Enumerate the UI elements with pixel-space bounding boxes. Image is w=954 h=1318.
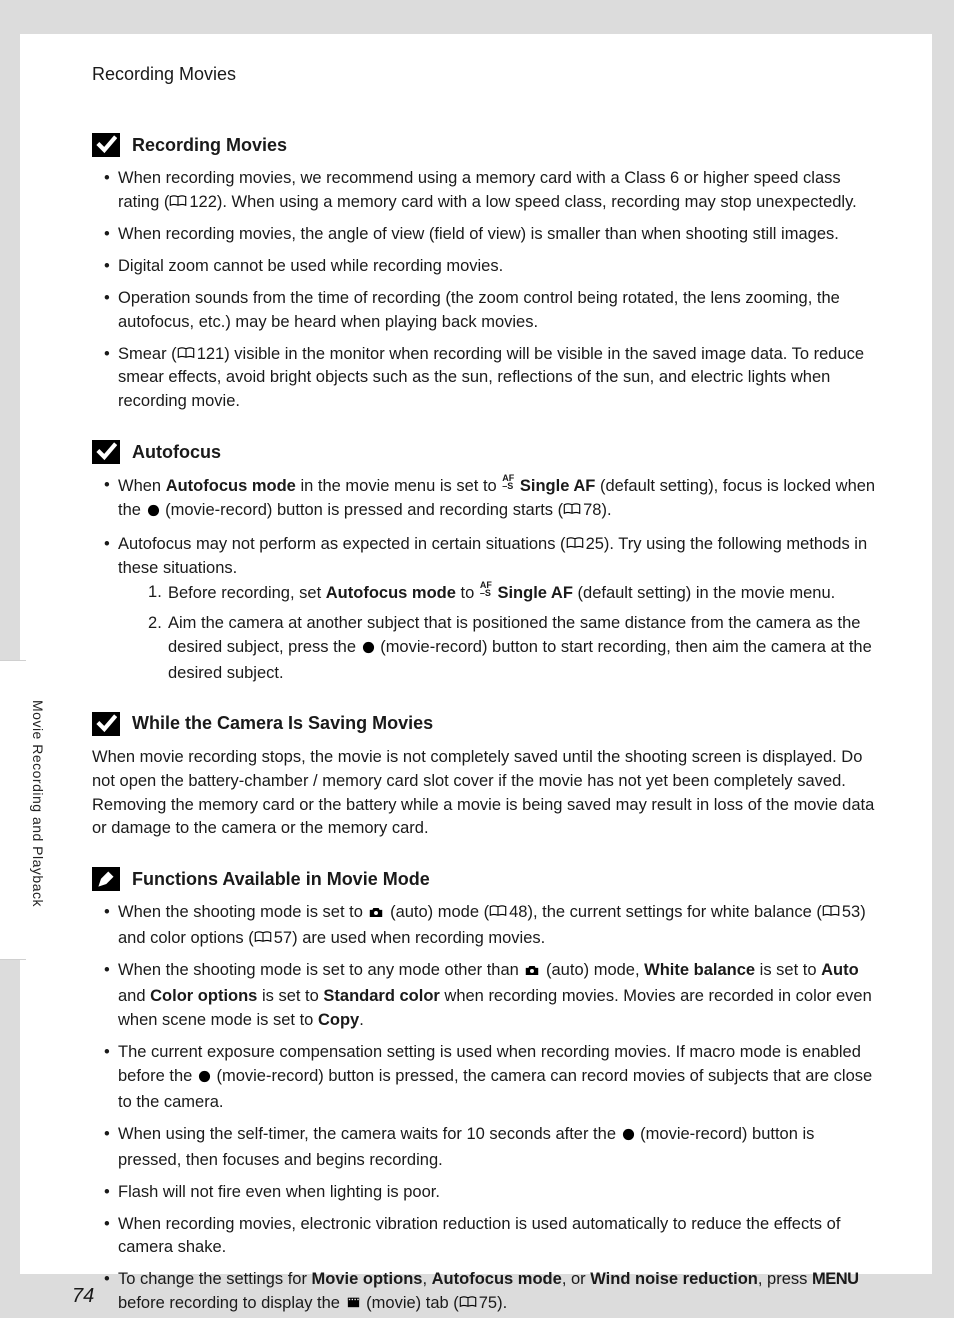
bold-text: Single AF [497,584,572,602]
list-item: When the shooting mode is set to (auto) … [104,901,880,951]
list-item: When the shooting mode is set to any mod… [104,959,880,1033]
section-title: Recording Movies [132,135,287,156]
content-area: Recording Movies When recording movies, w… [92,133,880,1318]
paragraph: When movie recording stops, the movie is… [92,746,880,842]
record-dot-icon [622,1125,635,1149]
page-ref: 122 [169,191,217,215]
page-ref: 78 [563,499,601,523]
page-ref: 48 [489,901,527,925]
book-icon [177,347,195,359]
af-s-icon: AF–S [502,474,514,499]
list-item: Before recording, set Autofocus mode to … [148,581,880,606]
list-item: To change the settings for Movie options… [104,1268,880,1318]
record-dot-icon [198,1067,211,1091]
list-item: The current exposure compensation settin… [104,1041,880,1115]
menu-label: MENU [812,1270,859,1288]
bold-text: Movie options [312,1270,423,1288]
book-icon [254,931,272,943]
book-icon [563,503,581,515]
section-header: Autofocus [92,440,880,464]
bold-text: Autofocus mode [326,584,456,602]
list-item: Flash will not fire even when lighting i… [104,1181,880,1205]
bold-text: Autofocus mode [166,477,296,495]
bullet-list: When the shooting mode is set to (auto) … [92,901,880,1318]
list-item: When Autofocus mode in the movie menu is… [104,474,880,525]
bold-text: Wind noise reduction [590,1270,758,1288]
section-header: While the Camera Is Saving Movies [92,712,880,736]
list-item: When recording movies, electronic vibrat… [104,1213,880,1261]
list-item: Operation sounds from the time of record… [104,287,880,335]
page-ref: 57 [254,927,292,951]
page-ref: 25 [566,533,604,557]
book-icon [566,537,584,549]
section-title: Functions Available in Movie Mode [132,869,430,890]
bold-text: Standard color [323,987,439,1005]
list-item: When recording movies, we recommend usin… [104,167,880,215]
bold-text: Copy [318,1011,359,1029]
pen-icon [92,867,120,891]
section-header: Functions Available in Movie Mode [92,867,880,891]
section-title: Autofocus [132,442,221,463]
page-ref: 121 [177,343,225,367]
bold-text: White balance [644,961,755,979]
side-tab [0,660,26,960]
breadcrumb: Recording Movies [92,64,880,85]
check-icon [92,133,120,157]
book-icon [169,195,187,207]
numbered-list: Before recording, set Autofocus mode to … [118,581,880,686]
list-item: Digital zoom cannot be used while record… [104,255,880,279]
af-s-icon: AF–S [480,581,492,606]
list-item: When using the self-timer, the camera wa… [104,1123,880,1173]
bullet-list: When recording movies, we recommend usin… [92,167,880,414]
page-number: 74 [72,1285,94,1308]
page: Recording Movies Recording Movies When re… [20,34,932,1274]
bold-text: Color options [150,987,257,1005]
movie-tab-icon [346,1294,361,1318]
list-item: Smear (121) visible in the monitor when … [104,343,880,415]
list-item: When recording movies, the angle of view… [104,223,880,247]
list-item: Aim the camera at another subject that i… [148,612,880,686]
book-icon [822,905,840,917]
camera-icon [368,903,384,927]
record-dot-icon [147,501,160,525]
book-icon [489,905,507,917]
list-item: Autofocus may not perform as expected in… [104,533,880,686]
camera-icon [524,961,540,985]
section-title: While the Camera Is Saving Movies [132,713,433,734]
bold-text: Auto [821,961,859,979]
side-label: Movie Recording and Playback [30,700,46,907]
page-ref: 75 [459,1292,497,1316]
section-header: Recording Movies [92,133,880,157]
bold-text: Autofocus mode [432,1270,562,1288]
check-icon [92,712,120,736]
page-ref: 53 [822,901,860,925]
check-icon [92,440,120,464]
record-dot-icon [362,638,375,662]
book-icon [459,1296,477,1308]
bullet-list: When Autofocus mode in the movie menu is… [92,474,880,685]
bold-text: Single AF [520,477,595,495]
